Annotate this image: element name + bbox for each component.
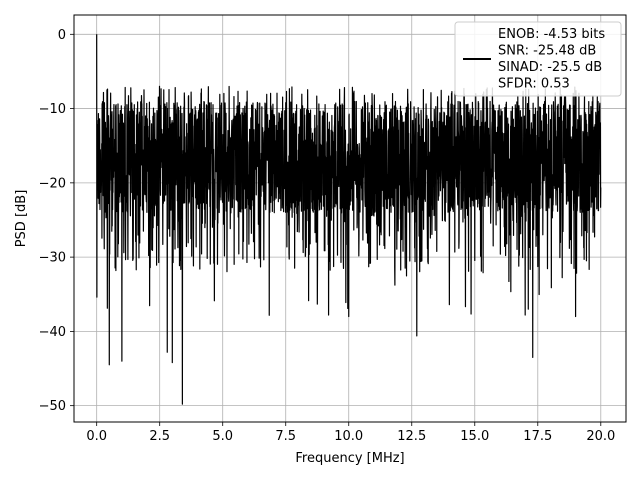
y-tick-label: −40 xyxy=(39,325,66,340)
y-axis-ticks: 0 −10 −20 −30 −40 −50 xyxy=(39,28,74,414)
x-tick-label: 15.0 xyxy=(460,429,489,444)
legend-sinad: SINAD: -25.5 dB xyxy=(498,60,602,75)
y-tick-label: 0 xyxy=(58,28,66,43)
psd-series xyxy=(96,34,602,405)
x-axis-ticks: 0.0 2.5 5.0 7.5 10.0 12.5 15.0 17.5 20.0 xyxy=(86,422,615,444)
x-tick-label: 5.0 xyxy=(212,429,233,444)
legend-enob: ENOB: -4.53 bits xyxy=(498,27,605,42)
legend-box xyxy=(454,21,622,97)
legend-sfdr: SFDR: 0.53 xyxy=(498,77,570,92)
x-tick-label: 17.5 xyxy=(523,429,552,444)
x-tick-label: 12.5 xyxy=(397,429,426,444)
legend: ENOB: -4.53 bits SNR: -25.48 dB SINAD: -… xyxy=(454,21,622,97)
y-tick-label: −50 xyxy=(39,399,66,414)
y-tick-label: −20 xyxy=(39,176,66,191)
x-tick-label: 20.0 xyxy=(586,429,615,444)
x-tick-label: 7.5 xyxy=(275,429,296,444)
psd-line xyxy=(96,34,602,405)
legend-snr: SNR: -25.48 dB xyxy=(498,44,596,59)
y-tick-label: −30 xyxy=(39,251,66,266)
y-axis-label: PSD [dB] xyxy=(14,190,29,248)
x-tick-label: 0.0 xyxy=(86,429,107,444)
x-axis-label: Frequency [MHz] xyxy=(295,451,404,466)
x-tick-label: 10.0 xyxy=(334,429,363,444)
x-tick-label: 2.5 xyxy=(149,429,170,444)
plot-frame xyxy=(73,14,627,423)
y-tick-label: −10 xyxy=(39,102,66,117)
